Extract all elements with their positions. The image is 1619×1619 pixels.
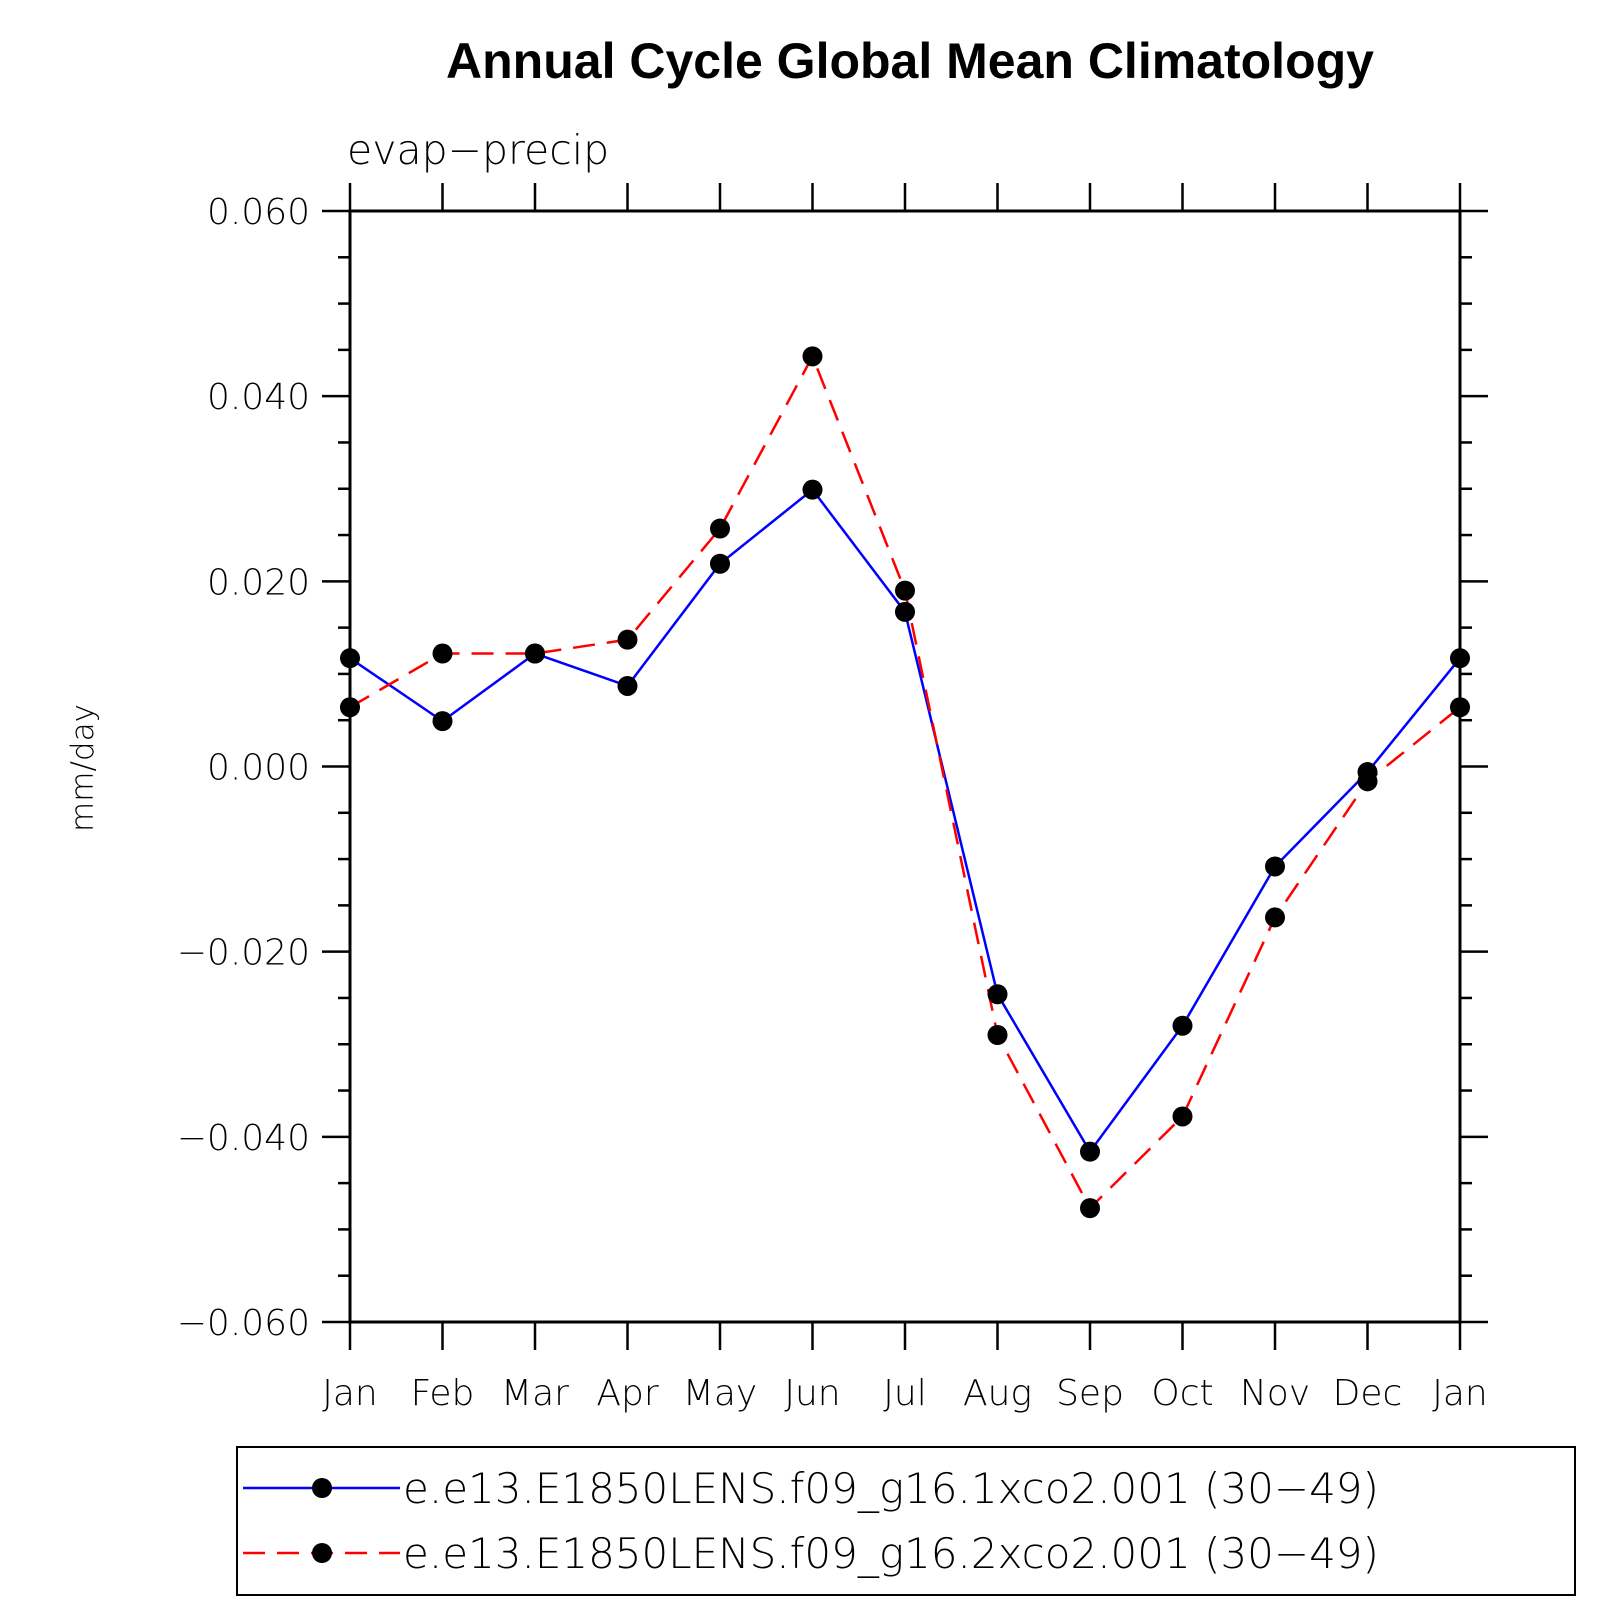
x-tick-label: Dec (1333, 1373, 1403, 1414)
data-point (617, 629, 638, 650)
data-point (987, 984, 1008, 1005)
data-point (1172, 1106, 1193, 1127)
data-point (1080, 1141, 1100, 1162)
x-tick-label: Apr (596, 1373, 658, 1414)
legend: e.e13.E1850LENS.f09_g16.1xco2.001 (30−49… (236, 1446, 1576, 1596)
x-tick-label: Mar (501, 1373, 569, 1414)
data-point (987, 1024, 1008, 1045)
y-tick-label: 0.040 (207, 377, 310, 418)
legend-label: e.e13.E1850LENS.f09_g16.1xco2.001 (30−49… (403, 1464, 1379, 1513)
data-point (802, 479, 823, 500)
legend-label: e.e13.E1850LENS.f09_g16.2xco2.001 (30−49… (403, 1529, 1379, 1578)
data-point (1450, 697, 1470, 718)
data-point (1357, 771, 1378, 792)
data-point (802, 346, 823, 367)
x-tick-label: Sep (1056, 1373, 1124, 1414)
data-point (710, 518, 730, 539)
y-axis-label: mm/day (65, 704, 101, 832)
x-tick-label: Aug (963, 1373, 1032, 1414)
data-point (432, 711, 453, 732)
data-point (1080, 1198, 1100, 1219)
data-point (895, 601, 915, 622)
data-point (525, 643, 545, 664)
chart-subtitle: evap−precip (347, 126, 609, 174)
y-tick-label: −0.060 (177, 1303, 310, 1344)
y-tick-label: −0.020 (177, 933, 310, 974)
plot-frame (348, 209, 1462, 1324)
series-line (349, 353, 1461, 1211)
chart-title: Annual Cycle Global Mean Climatology (446, 33, 1374, 89)
x-tick-label: Oct (1151, 1373, 1213, 1414)
y-tick-label: 0.060 (207, 192, 310, 233)
data-point (1265, 907, 1285, 928)
data-point (895, 580, 915, 601)
x-tick-label: Nov (1240, 1373, 1310, 1414)
x-tick-label: Jun (784, 1373, 840, 1414)
y-tick-label: 0.000 (207, 748, 310, 789)
series-layer (340, 346, 1470, 1219)
x-tick-label: Jan (322, 1373, 378, 1414)
legend-box (236, 1446, 1576, 1596)
legend-marker (312, 1478, 332, 1498)
axis-ticks (322, 183, 1488, 1350)
data-point (1172, 1015, 1193, 1036)
x-tick-label: May (683, 1373, 757, 1414)
x-tick-label: Jul (883, 1373, 926, 1414)
data-point (1450, 648, 1470, 669)
y-tick-label: 0.020 (207, 562, 310, 603)
data-point (340, 697, 360, 718)
x-tick-label: Jan (1432, 1373, 1488, 1414)
y-tick-labels: −0.060 −0.040 −0.020 0.000 0.020 0.040 0.060 (177, 192, 310, 1344)
data-point (1265, 856, 1285, 877)
y-tick-label: −0.040 (177, 1118, 310, 1159)
x-tick-label: Feb (411, 1373, 475, 1414)
data-point (710, 553, 730, 574)
legend-marker (312, 1543, 332, 1563)
data-point (340, 648, 360, 669)
data-point (617, 675, 638, 696)
x-tick-labels: Jan Feb Mar Apr May Jun Jul Aug Sep Oct Nov Dec Jan (322, 1373, 1488, 1414)
data-point (432, 643, 453, 664)
